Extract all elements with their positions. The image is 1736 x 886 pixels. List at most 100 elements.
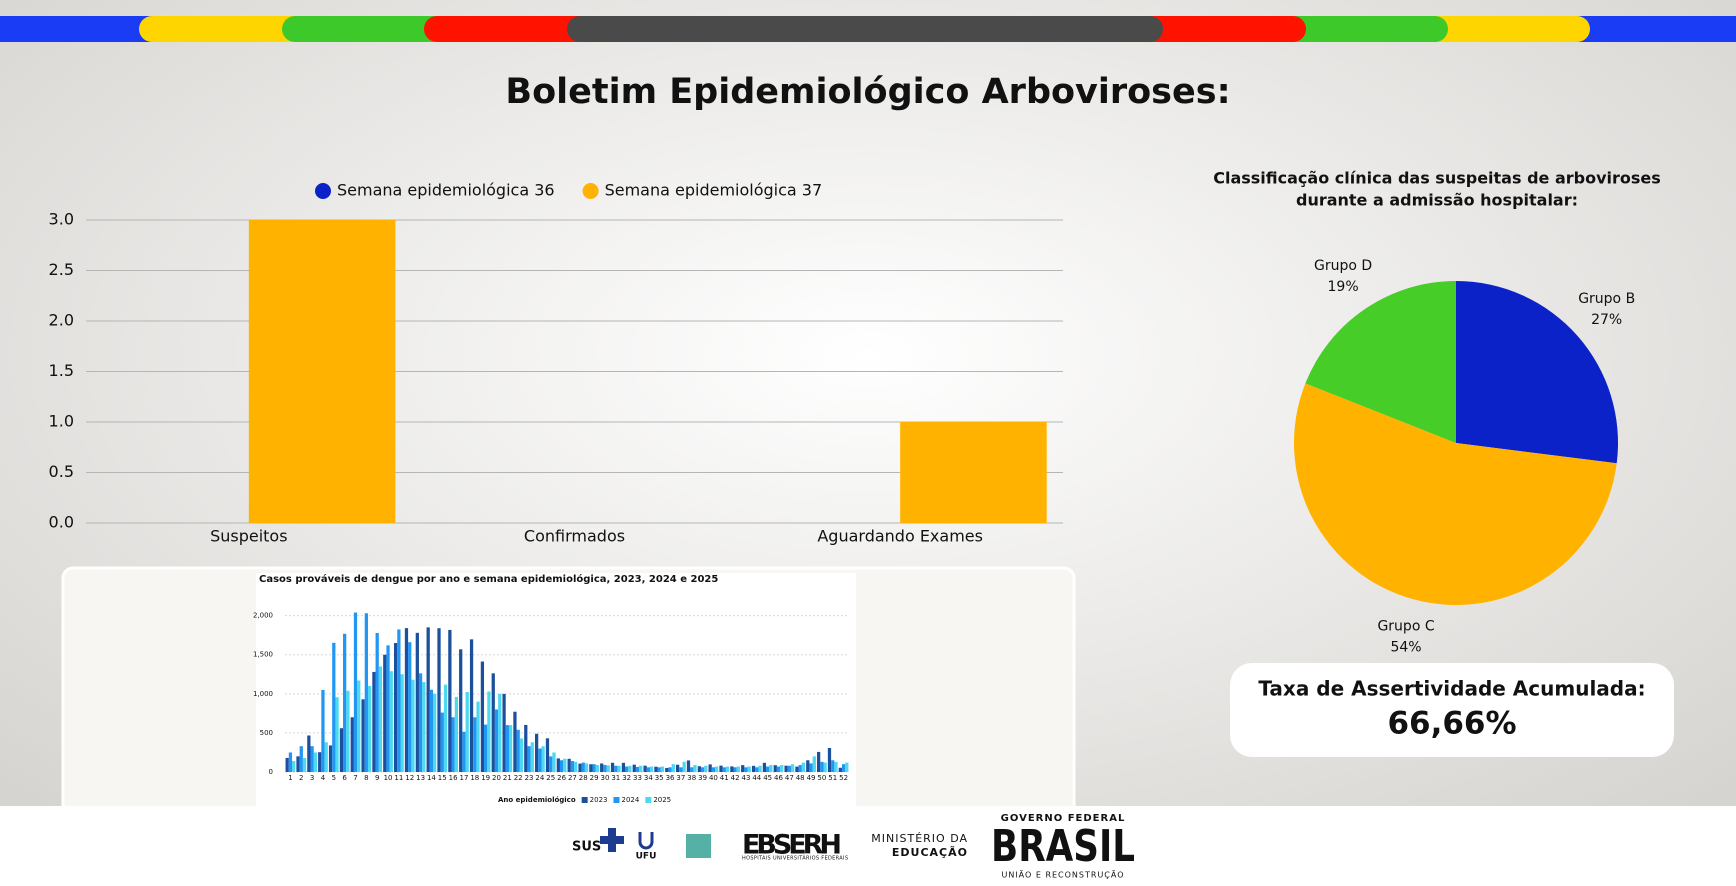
x-tick-label: 6 (342, 774, 347, 782)
bar (600, 763, 604, 772)
bar (834, 761, 838, 772)
x-tick-label: 2 (299, 774, 303, 782)
y-tick-label: 1,500 (253, 651, 273, 659)
bar (328, 745, 333, 772)
x-tick-label: 35 (655, 774, 664, 782)
bar (578, 763, 582, 772)
bar (693, 764, 697, 772)
x-tick-label: 1 (288, 774, 292, 782)
x-tick-label: 3 (310, 774, 314, 782)
bar (473, 717, 477, 772)
x-tick-label: Suspeitos (210, 527, 287, 546)
x-tick-label: 20 (492, 774, 501, 782)
legend-label: Semana epidemiológica 36 (337, 181, 555, 200)
y-tick-label: 0.5 (49, 462, 74, 481)
x-tick-label: 47 (785, 774, 794, 782)
bar (524, 724, 528, 772)
bar (660, 766, 665, 772)
bar (725, 766, 730, 772)
logo-hospital (686, 834, 711, 858)
bar (411, 679, 415, 772)
x-tick-label: 4 (321, 774, 326, 782)
bar (784, 765, 788, 772)
bar (823, 762, 827, 772)
x-tick-label: 15 (438, 774, 447, 782)
logo-cross (600, 828, 624, 852)
card-value: 66,66% (1387, 706, 1516, 742)
bar (671, 764, 675, 772)
chart-title: durante a admissão hospitalar: (1296, 191, 1578, 210)
x-tick-label: 17 (460, 774, 469, 782)
bar (801, 762, 806, 772)
x-tick-label: 25 (546, 774, 555, 782)
bar (292, 761, 296, 772)
bar (733, 767, 737, 772)
bar (722, 767, 726, 772)
chart-title: Classificação clínica das suspeitas de a… (1213, 169, 1661, 188)
bar (400, 674, 404, 772)
legend-label: 2025 (653, 796, 671, 804)
x-tick-label: 5 (332, 774, 336, 782)
x-tick-label: 48 (796, 774, 805, 782)
pie-slice (1456, 281, 1618, 464)
bar (556, 758, 560, 772)
bar (433, 693, 437, 772)
bar (632, 764, 636, 772)
bar (628, 765, 632, 772)
legend-marker (613, 797, 620, 803)
bar (484, 724, 488, 772)
legend-marker (315, 183, 331, 199)
y-tick-label: 0 (269, 768, 273, 776)
y-tick-label: 1,000 (253, 690, 273, 698)
stripe (567, 16, 1163, 42)
y-tick-label: 0.0 (49, 513, 74, 532)
x-tick-label: 50 (817, 774, 826, 782)
bar (747, 766, 751, 772)
bar (538, 748, 542, 772)
x-tick-label: 42 (731, 774, 740, 782)
bar (595, 764, 599, 772)
x-tick-label: 36 (666, 774, 675, 782)
bar (545, 738, 550, 772)
bar (443, 684, 448, 772)
top-stripe (0, 16, 1736, 42)
bar (535, 733, 539, 772)
bar (657, 767, 661, 772)
stripe (1126, 16, 1306, 42)
footer-logos: SUS UFU EBSERH HOSPITAIS UNIVERSITÁRIOS … (572, 813, 1135, 880)
legend-marker (581, 797, 588, 803)
legend-marker (582, 183, 599, 199)
bar (563, 758, 567, 772)
bar (397, 629, 401, 772)
x-tick-label: Confirmados (524, 527, 625, 546)
bar (465, 692, 469, 772)
bar (288, 752, 293, 772)
bar (364, 613, 368, 772)
bar (809, 763, 813, 772)
x-tick-label: 30 (601, 774, 610, 782)
bar (559, 760, 564, 772)
bar (592, 764, 596, 772)
y-tick-label: 2,000 (253, 612, 273, 620)
bar (668, 767, 672, 772)
bar (324, 742, 328, 772)
bar (715, 766, 719, 772)
bar (498, 693, 502, 772)
pie-value-label: 54% (1390, 640, 1421, 656)
legend-label: 2024 (621, 796, 639, 804)
bar (646, 767, 650, 772)
bar (708, 764, 712, 772)
bar (454, 696, 458, 772)
bar (841, 764, 846, 772)
bar (603, 764, 607, 772)
bar (700, 767, 705, 772)
bar (711, 767, 716, 772)
bar (621, 762, 626, 772)
bar (429, 689, 434, 772)
logo-ministry: EDUCAÇÃO (892, 846, 968, 859)
bar (755, 767, 759, 772)
bar (704, 765, 708, 772)
x-tick-label: Aguardando Exames (817, 527, 983, 546)
legend-label: 2023 (590, 796, 608, 804)
bar (415, 632, 419, 772)
